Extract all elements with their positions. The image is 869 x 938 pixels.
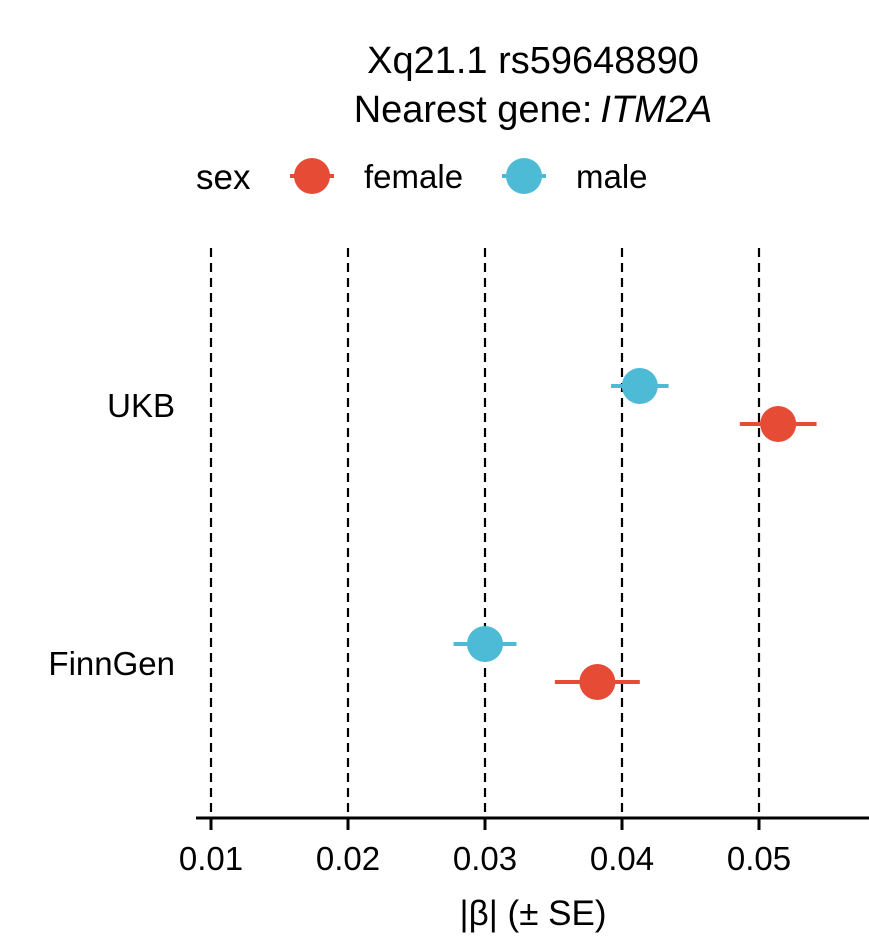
- title-prefix: Nearest gene:: [354, 89, 593, 131]
- category-label-ukb: UKB: [107, 387, 175, 424]
- legend-label-male: male: [576, 158, 648, 195]
- legend-item-male: male: [502, 158, 648, 195]
- point-female-finngen: [579, 664, 616, 700]
- data-marks: [453, 368, 817, 700]
- legend-key-male-dot: [506, 158, 542, 194]
- chart-title-line1: Xq21.1 rs59648890: [367, 40, 699, 82]
- x-tick-label-0: 0.01: [179, 840, 243, 877]
- legend: sex female male: [196, 158, 648, 197]
- x-axis-label: |β| (± SE): [460, 894, 607, 933]
- point-male-finngen: [467, 626, 503, 662]
- point-male-ukb: [621, 368, 658, 404]
- chart-title-line2: Nearest gene: ITM2A: [354, 89, 713, 131]
- x-axis-ticks: 0.01 0.02 0.03 0.04 0.05: [179, 818, 791, 877]
- reference-lines: [209, 248, 761, 818]
- legend-item-female: female: [290, 158, 463, 195]
- legend-label-female: female: [364, 158, 463, 195]
- legend-key-female-dot: [294, 158, 330, 194]
- legend-title: sex: [196, 158, 251, 197]
- title-gene: ITM2A: [600, 89, 712, 131]
- point-female-ukb: [760, 406, 797, 442]
- x-tick-label-2: 0.03: [453, 840, 517, 877]
- category-labels: UKB FinnGen: [48, 387, 175, 682]
- category-label-finngen: FinnGen: [48, 645, 175, 682]
- x-tick-label-1: 0.02: [316, 840, 380, 877]
- x-tick-label-4: 0.05: [727, 840, 791, 877]
- x-tick-label-3: 0.04: [590, 840, 654, 877]
